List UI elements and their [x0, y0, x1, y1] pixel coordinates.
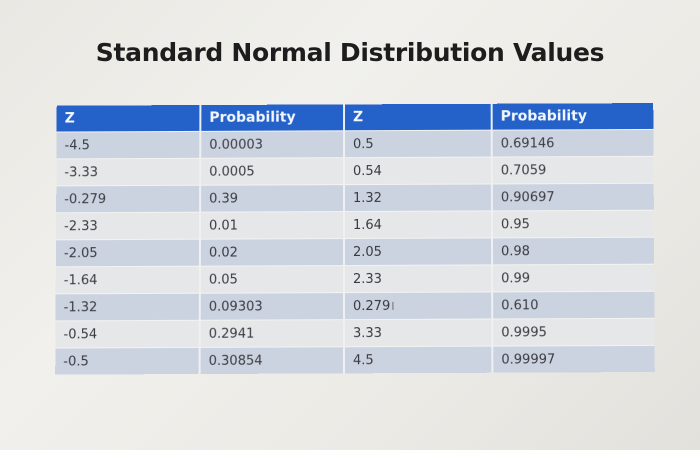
cell-probability: 0.09303: [200, 293, 344, 321]
cell-z: 1.32: [344, 184, 492, 212]
cell-z: 2.05: [344, 238, 492, 266]
cell-z: -1.32: [56, 293, 200, 321]
cell-z: -0.54: [55, 320, 199, 348]
cell-z: -1.64: [56, 266, 200, 294]
header-z-right: Z: [344, 104, 492, 131]
distribution-table: Z Probability Z Probability -4.5 0.00003…: [55, 103, 655, 375]
cell-z: -2.05: [56, 239, 200, 267]
cell-probability: 0.95: [492, 210, 654, 238]
cell-z: 1.64: [344, 211, 492, 239]
distribution-table-container: Z Probability Z Probability -4.5 0.00003…: [55, 103, 655, 375]
cell-probability: 0.9995: [492, 318, 654, 346]
table-row: -0.279 0.39 1.32 0.90697: [56, 183, 654, 213]
cell-probability: 0.98: [492, 237, 654, 265]
table-row: -3.33 0.0005 0.54 0.7059: [56, 156, 653, 186]
cell-z-value: 0.279: [353, 298, 390, 313]
table-row: -2.33 0.01 1.64 0.95: [56, 210, 654, 240]
table-row: -0.5 0.30854 4.5 0.99997: [55, 345, 655, 374]
cell-z: -2.33: [56, 212, 200, 240]
cell-z: 4.5: [344, 346, 492, 373]
cell-probability: 0.00003: [200, 131, 344, 159]
table-row: -1.64 0.05 2.33 0.99: [56, 264, 655, 294]
table-row: -1.32 0.09303 0.279I 0.610: [56, 291, 655, 321]
cell-probability: 0.90697: [492, 183, 654, 211]
cell-z: -0.5: [55, 347, 199, 374]
cell-probability: 0.69146: [492, 129, 654, 157]
text-cursor-icon: I: [391, 299, 394, 312]
cell-z: -4.5: [56, 131, 200, 159]
header-z-left: Z: [57, 105, 201, 132]
cell-probability: 0.610: [492, 291, 654, 319]
table-row: -2.05 0.02 2.05 0.98: [56, 237, 654, 267]
table-row: -4.5 0.00003 0.5 0.69146: [56, 129, 653, 158]
cell-z: 3.33: [344, 319, 492, 347]
cell-probability: 0.99997: [492, 345, 654, 372]
cell-probability: 0.02: [200, 239, 344, 267]
cell-probability: 0.30854: [200, 347, 344, 374]
slide-title: Standard Normal Distribution Values: [0, 38, 700, 67]
cell-probability: 0.39: [200, 185, 344, 213]
cell-probability: 0.2941: [200, 320, 344, 348]
cell-probability: 0.01: [200, 212, 344, 240]
cell-z: 0.5: [344, 130, 492, 158]
cell-probability: 0.05: [200, 266, 344, 294]
header-probability-left: Probability: [200, 104, 344, 131]
table-row: -0.54 0.2941 3.33 0.9995: [55, 318, 654, 348]
cell-probability: 0.0005: [200, 158, 344, 186]
cell-probability: 0.99: [492, 264, 654, 292]
header-probability-right: Probability: [492, 103, 654, 130]
cell-z: -3.33: [56, 158, 200, 186]
cell-z: 0.54: [344, 157, 492, 185]
cell-z: -0.279: [56, 185, 200, 213]
cell-z: 2.33: [344, 265, 492, 293]
cell-probability: 0.7059: [492, 156, 654, 184]
table-header-row: Z Probability Z Probability: [57, 103, 654, 132]
cell-z-with-cursor[interactable]: 0.279I: [344, 292, 492, 320]
